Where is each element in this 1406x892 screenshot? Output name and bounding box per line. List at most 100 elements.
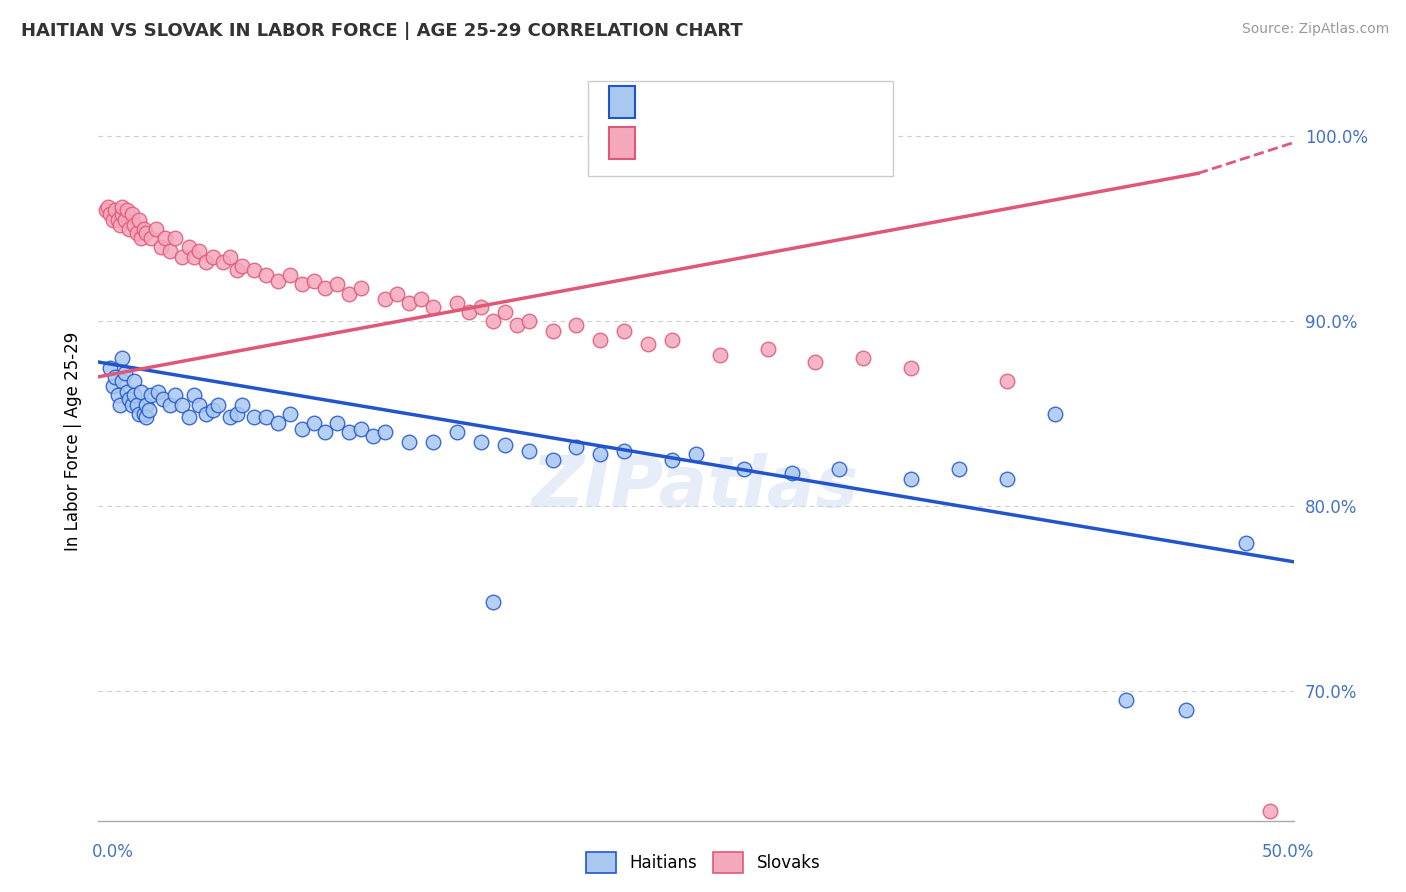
Point (132, 407, 155, 421)
Point (302, 416, 325, 430)
Point (1175, 703, 1198, 717)
Point (254, 410, 277, 425)
Point (98, 207, 122, 221)
Point (828, 462, 851, 476)
Point (541, 453, 564, 467)
Point (211, 255, 233, 269)
Point (107, 388, 129, 402)
Point (187, 244, 209, 258)
Point (900, 360, 922, 375)
Point (125, 398, 148, 412)
Point (219, 410, 242, 425)
Point (517, 314, 540, 328)
Point (422, 434, 444, 449)
Point (94, 203, 117, 218)
Point (124, 218, 146, 232)
Point (1258, 805, 1281, 819)
Point (138, 403, 160, 417)
Point (128, 407, 150, 421)
Point (207, 398, 229, 412)
Point (124, 388, 146, 402)
Point (350, 281, 373, 295)
Point (243, 410, 266, 425)
FancyBboxPatch shape (589, 81, 893, 177)
FancyBboxPatch shape (609, 128, 636, 160)
Point (948, 462, 970, 476)
Point (172, 398, 194, 412)
Point (995, 471, 1018, 485)
Point (98, 360, 122, 375)
Point (398, 434, 420, 449)
Point (104, 203, 127, 218)
Point (149, 240, 172, 254)
Point (121, 207, 143, 221)
Point (411, 292, 433, 306)
Point (131, 384, 153, 399)
Point (179, 410, 201, 425)
Point (278, 268, 301, 282)
Point (291, 277, 314, 292)
Point (422, 300, 444, 314)
Point (159, 398, 181, 412)
Point (231, 398, 253, 412)
Point (733, 462, 755, 476)
Point (446, 425, 468, 440)
Point (202, 250, 225, 264)
Point (458, 305, 481, 319)
Point (709, 348, 731, 362)
Point (589, 333, 612, 347)
Point (125, 226, 148, 240)
Point (183, 388, 205, 402)
Point (195, 255, 218, 269)
Point (202, 403, 225, 417)
Point (506, 318, 529, 332)
Point (470, 300, 492, 314)
Point (339, 286, 361, 301)
Point (111, 207, 134, 221)
Point (115, 384, 138, 399)
Point (135, 398, 157, 412)
Point (152, 392, 174, 406)
Point (108, 218, 131, 232)
Point (219, 250, 242, 264)
Point (128, 212, 150, 227)
Point (470, 434, 492, 449)
Legend: Haitians, Slovaks: Haitians, Slovaks (579, 846, 827, 880)
Point (756, 342, 779, 356)
Point (163, 231, 186, 245)
Point (385, 286, 409, 301)
Point (541, 324, 564, 338)
Text: 50.0%: 50.0% (1263, 843, 1315, 861)
Point (481, 314, 505, 328)
Point (326, 416, 349, 430)
Point (446, 296, 468, 310)
Point (589, 448, 612, 462)
Point (148, 384, 170, 399)
Point (661, 333, 683, 347)
Point (1043, 407, 1066, 421)
Point (291, 421, 314, 435)
Point (374, 425, 396, 440)
Point (124, 374, 146, 388)
Point (302, 274, 325, 288)
Point (613, 443, 636, 458)
Point (114, 366, 136, 380)
Point (398, 296, 420, 310)
Point (226, 407, 249, 421)
Point (118, 222, 141, 236)
Point (172, 250, 194, 264)
Point (108, 398, 131, 412)
Point (118, 392, 141, 406)
Point (195, 407, 218, 421)
Point (374, 292, 396, 306)
Point (326, 277, 349, 292)
Point (243, 262, 266, 277)
Point (111, 374, 134, 388)
Point (565, 440, 588, 454)
Point (637, 336, 659, 351)
Point (145, 222, 167, 236)
Point (1115, 693, 1137, 707)
Point (111, 351, 134, 366)
Text: HAITIAN VS SLOVAK IN LABOR FORCE | AGE 25-29 CORRELATION CHART: HAITIAN VS SLOVAK IN LABOR FORCE | AGE 2… (21, 22, 742, 40)
Point (159, 244, 181, 258)
